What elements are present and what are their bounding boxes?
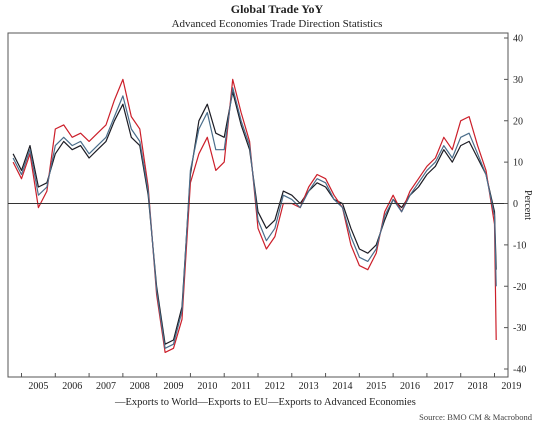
plot-frame: [7, 32, 509, 378]
series-line-exports-to-eu: [12, 78, 497, 353]
x-tick-label: 2017: [434, 381, 454, 392]
x-tick-label: 2007: [96, 381, 116, 392]
y-tick-label: 20: [513, 116, 523, 127]
series-line-exports-to-advanced-economies: [12, 87, 497, 349]
y-axis: 40 30 20 10 0 -10 -20 -30 -40: [504, 34, 526, 376]
source-note: Source: BMO CM & Macrobond: [419, 412, 532, 422]
x-tick-label: 2012: [265, 381, 285, 392]
x-axis: 2005 2006 2007 2008 2009 2010 2011 2012 2013 2014…: [21, 373, 521, 392]
y-tick-label: 0: [513, 199, 518, 210]
x-tick-label: 2011: [231, 381, 251, 392]
x-tick-label: 2013: [299, 381, 319, 392]
y-axis-label: Percent: [522, 190, 533, 220]
y-tick-label: -20: [513, 282, 526, 293]
series-line-exports-to-world: [12, 91, 497, 345]
x-tick-label: 2019: [501, 381, 521, 392]
x-tick-label: 2014: [332, 381, 352, 392]
x-tick-label: 2010: [197, 381, 217, 392]
x-tick-label: 2018: [468, 381, 488, 392]
x-tick-label: 2015: [366, 381, 386, 392]
x-tick-label: 2009: [164, 381, 184, 392]
x-tick-label: 2016: [400, 381, 420, 392]
series-layer: [12, 78, 497, 353]
y-tick-label: 10: [513, 158, 523, 169]
x-tick-label: 2008: [130, 381, 150, 392]
y-tick-label: -10: [513, 240, 526, 251]
chart-title: Global Trade YoY: [230, 2, 324, 16]
legend: —Exports to World—Exports to EU—Exports …: [115, 397, 416, 408]
chart-subtitle: Advanced Economies Trade Direction Stati…: [171, 18, 383, 30]
y-tick-label: 40: [513, 34, 523, 45]
y-tick-label: -30: [513, 323, 526, 334]
y-tick-label: -40: [513, 365, 526, 376]
x-tick-label: 2006: [62, 381, 82, 392]
x-tick-label: 2005: [28, 381, 48, 392]
y-tick-label: 30: [513, 75, 523, 86]
